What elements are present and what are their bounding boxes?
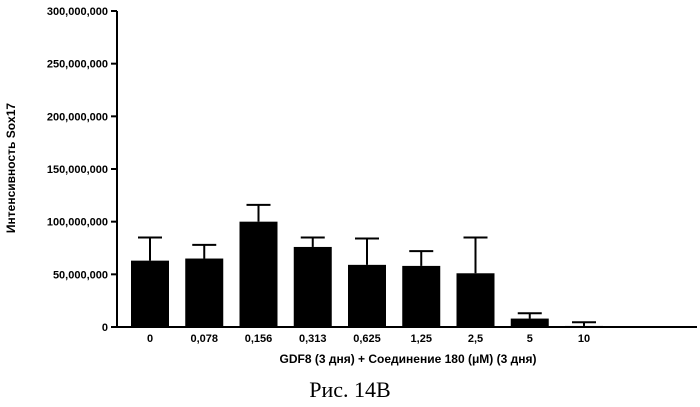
x-tick-label: 0,313	[299, 333, 327, 345]
x-tick-label: 2,5	[468, 333, 483, 345]
bar	[402, 266, 440, 327]
bar	[348, 265, 386, 327]
x-tick-label: 1,25	[411, 333, 432, 345]
y-tick-label: 200,000,000	[47, 111, 108, 123]
y-tick-label: 250,000,000	[47, 59, 108, 71]
y-axis-title: Интенсивность Sox17	[4, 103, 18, 233]
x-tick-label: 0,625	[353, 333, 381, 345]
y-tick-label: 100,000,000	[47, 217, 108, 229]
x-tick-label: 0,078	[190, 333, 218, 345]
bar	[457, 273, 495, 327]
bar	[511, 319, 549, 327]
y-tick-label: 150,000,000	[47, 164, 108, 176]
x-tick-label: 0	[147, 333, 153, 345]
y-tick-label: 50,000,000	[53, 269, 108, 281]
x-axis-title: GDF8 (3 дня) + Соединение 180 (μM) (3 дн…	[280, 352, 537, 366]
plot-area	[131, 205, 603, 327]
bar	[131, 261, 169, 327]
y-tick-label: 300,000,000	[47, 6, 108, 18]
x-tick-label: 10	[578, 333, 590, 345]
bar	[240, 222, 278, 327]
figure-caption: Рис. 14В	[309, 377, 390, 402]
y-tick-label: 0	[102, 322, 108, 334]
x-tick-label: 0,156	[245, 333, 273, 345]
bar	[185, 259, 223, 327]
bar	[294, 247, 332, 327]
x-tick-label: 5	[527, 333, 533, 345]
